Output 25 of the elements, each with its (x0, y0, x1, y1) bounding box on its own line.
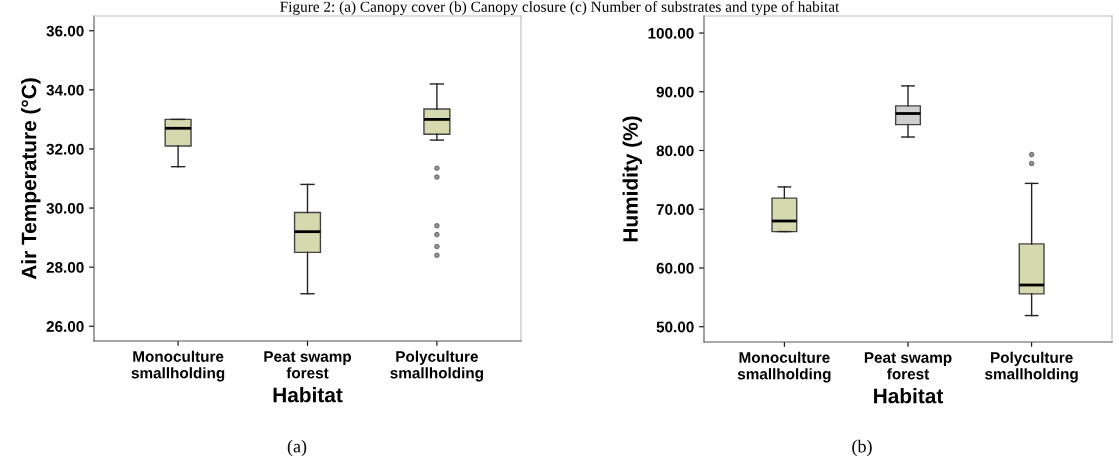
y-tick-label: 90.00 (656, 86, 694, 98)
y-tick-label: 30.00 (46, 202, 84, 214)
y-tick-label: 26.00 (46, 321, 84, 332)
x-tick-label: Polyculture smallholding (985, 351, 1078, 383)
x-tick-label: Peat swamp forest (264, 351, 352, 379)
y-tick-label: 80.00 (656, 145, 694, 157)
x-axis-title: Habitat (273, 387, 343, 403)
y-tick-label: 50.00 (656, 321, 694, 333)
y-tick-label: 60.00 (656, 262, 694, 274)
x-tick-label: Monoculture smallholding (131, 350, 225, 382)
y-tick-label: 28.00 (46, 262, 84, 273)
y-axis-title: Humidity (%) (622, 116, 642, 242)
x-tick-label: Monoculture smallholding (737, 351, 831, 383)
y-tick-label: 70.00 (656, 204, 694, 215)
text: (b) (852, 439, 872, 457)
x-tick-label: Polyculture smallholding (390, 350, 483, 382)
y-tick-label: 100.00 (648, 27, 694, 39)
y-tick-label: 32.00 (46, 143, 84, 155)
y-tick-label: 34.00 (46, 84, 84, 96)
x-tick-label: Peat swamp forest (864, 352, 952, 380)
x-axis-title: Habitat (874, 388, 944, 404)
text: Figure 2: (a) Canopy cover (b) Canopy closure (c) Number of substrates and type of habitat (280, 1, 840, 16)
text: (a) (287, 439, 307, 457)
y-tick-label: 36.00 (46, 25, 84, 37)
y-axis-title: Air Temperature (°C) (21, 78, 41, 280)
